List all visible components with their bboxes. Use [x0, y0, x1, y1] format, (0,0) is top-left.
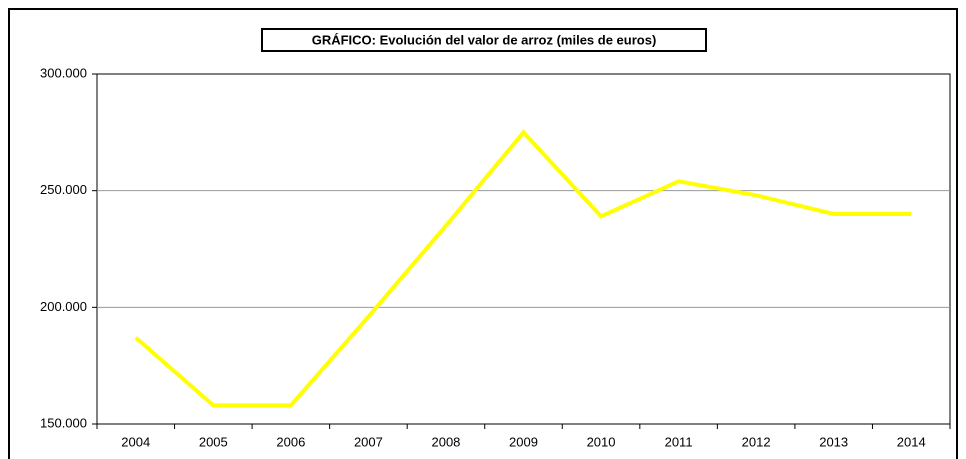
y-tick-label: 150.000	[40, 415, 87, 430]
x-tick-label: 2008	[431, 434, 460, 449]
chart-title: GRÁFICO: Evolución del valor de arroz (m…	[312, 32, 657, 47]
x-tick-label: 2012	[742, 434, 771, 449]
x-tick-label: 2007	[354, 434, 383, 449]
x-tick-label: 2013	[819, 434, 848, 449]
x-tick-label: 2006	[276, 434, 305, 449]
y-tick-label: 200.000	[40, 299, 87, 314]
plot-area	[96, 73, 951, 425]
x-tick-label: 2005	[199, 434, 228, 449]
y-tick-label: 300.000	[40, 65, 87, 80]
x-tick-label: 2009	[509, 434, 538, 449]
x-tick-label: 2010	[587, 434, 616, 449]
title-box	[261, 28, 707, 52]
x-tick-label: 2004	[121, 434, 150, 449]
data-line	[134, 129, 912, 408]
x-tick-label: 2014	[897, 434, 926, 449]
x-tick-label: 2011	[665, 434, 693, 449]
y-tick-label: 250.000	[40, 182, 87, 197]
